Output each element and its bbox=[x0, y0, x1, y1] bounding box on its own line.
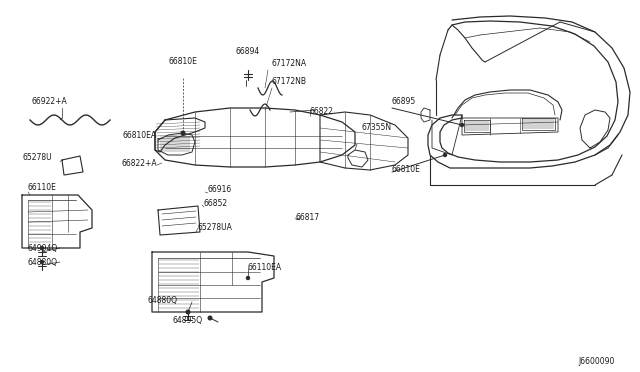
Circle shape bbox=[246, 276, 250, 279]
Text: 64880Q: 64880Q bbox=[148, 295, 178, 305]
Circle shape bbox=[186, 310, 190, 314]
Text: 67172NA: 67172NA bbox=[272, 60, 307, 68]
Text: 66810EA: 66810EA bbox=[123, 131, 157, 141]
Text: 67355N: 67355N bbox=[362, 124, 392, 132]
Text: 65278U: 65278U bbox=[22, 154, 52, 163]
Text: 66817: 66817 bbox=[296, 214, 320, 222]
Text: J6600090: J6600090 bbox=[579, 357, 615, 366]
Text: 64994Q: 64994Q bbox=[28, 244, 58, 253]
Text: 64880Q: 64880Q bbox=[28, 257, 58, 266]
Text: 66852: 66852 bbox=[204, 199, 228, 208]
Circle shape bbox=[181, 131, 185, 135]
Text: 66822: 66822 bbox=[310, 108, 334, 116]
Text: 66822+A: 66822+A bbox=[122, 158, 157, 167]
Text: 66922+A: 66922+A bbox=[32, 97, 68, 106]
Circle shape bbox=[461, 124, 463, 126]
Text: 66810E: 66810E bbox=[168, 58, 197, 67]
Circle shape bbox=[208, 316, 212, 320]
Text: 66916: 66916 bbox=[208, 186, 232, 195]
Circle shape bbox=[40, 260, 44, 263]
Text: 67172NB: 67172NB bbox=[272, 77, 307, 87]
Text: 65278UA: 65278UA bbox=[198, 224, 233, 232]
Text: 66894: 66894 bbox=[236, 48, 260, 57]
Text: 64895Q: 64895Q bbox=[173, 315, 203, 324]
Circle shape bbox=[40, 247, 44, 250]
Text: 66895: 66895 bbox=[392, 97, 416, 106]
Text: 66110EA: 66110EA bbox=[248, 263, 282, 273]
Circle shape bbox=[444, 154, 447, 157]
Text: 66110E: 66110E bbox=[28, 183, 57, 192]
Text: 66810E: 66810E bbox=[392, 166, 421, 174]
